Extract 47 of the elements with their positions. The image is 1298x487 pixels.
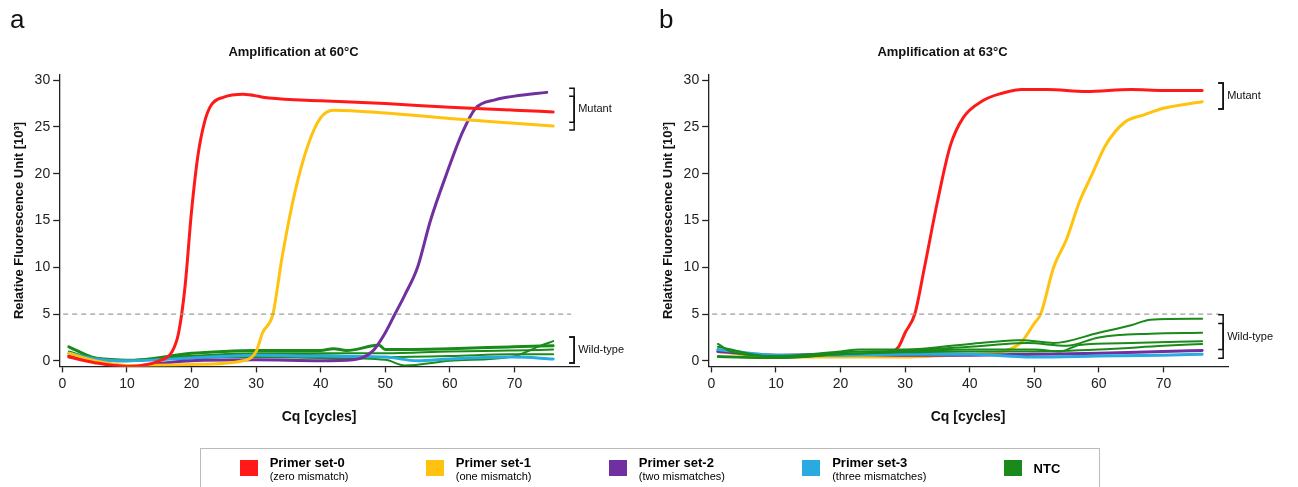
- annotation: Wild-type: [578, 343, 625, 356]
- x-tick-label: 60: [1091, 374, 1107, 391]
- chart-title: Amplification at 63°C: [877, 44, 1009, 60]
- legend-label: NTC: [1033, 460, 1061, 476]
- y-tick-label: 20: [34, 164, 51, 181]
- x-tick-label: 60: [442, 374, 458, 391]
- y-tick-label: 5: [691, 304, 700, 321]
- y-tick-label: 0: [691, 351, 700, 368]
- text: b: [659, 4, 674, 35]
- y-axis-title: Relative Fluorescence Unit [10³]: [660, 121, 676, 320]
- x-tick-label: 40: [312, 374, 329, 391]
- x-tick-label: 30: [897, 374, 914, 391]
- legend-label: Primer set-1 (one mismatch): [455, 454, 532, 482]
- x-tick-label: 70: [1155, 374, 1172, 391]
- x-tick-label: 10: [119, 374, 135, 391]
- x-tick-label: 40: [961, 374, 978, 391]
- y-axis-title: Relative Fluorescence Unit [10³]: [11, 121, 27, 320]
- x-axis-title: Cq [cycles]: [930, 408, 1006, 425]
- legend-label: Primer set-0 (zero mismatch): [269, 454, 349, 482]
- text: a: [10, 4, 25, 35]
- x-tick-label: 10: [768, 374, 784, 391]
- y-tick-label: 15: [34, 211, 51, 228]
- chart-title: Amplification at 60°C: [228, 44, 360, 60]
- y-tick-label: 10: [683, 258, 700, 275]
- x-tick-label: 50: [377, 374, 394, 391]
- x-tick-label: 20: [832, 374, 849, 391]
- y-tick-label: 30: [34, 71, 51, 88]
- annotation: Mutant: [578, 102, 612, 115]
- legend-label: Primer set-3 (three mismatches): [832, 454, 927, 482]
- annotation: Mutant: [1227, 89, 1261, 102]
- x-tick-label: 0: [58, 374, 67, 391]
- y-tick-label: 30: [683, 71, 700, 88]
- y-tick-label: 5: [42, 304, 51, 321]
- x-tick-label: 30: [248, 374, 265, 391]
- y-tick-label: 15: [683, 211, 700, 228]
- y-tick-label: 25: [34, 117, 51, 134]
- annotation: Wild-type: [1227, 329, 1274, 342]
- x-tick-label: 20: [183, 374, 200, 391]
- y-tick-label: 10: [34, 258, 51, 275]
- x-tick-label: 0: [707, 374, 716, 391]
- legend-label: Primer set-2 (two mismatches): [638, 454, 725, 482]
- x-tick-label: 50: [1026, 374, 1043, 391]
- y-tick-label: 0: [42, 351, 51, 368]
- y-tick-label: 20: [683, 164, 700, 181]
- y-tick-label: 25: [683, 117, 700, 134]
- x-tick-label: 70: [506, 374, 523, 391]
- x-axis-title: Cq [cycles]: [281, 408, 357, 425]
